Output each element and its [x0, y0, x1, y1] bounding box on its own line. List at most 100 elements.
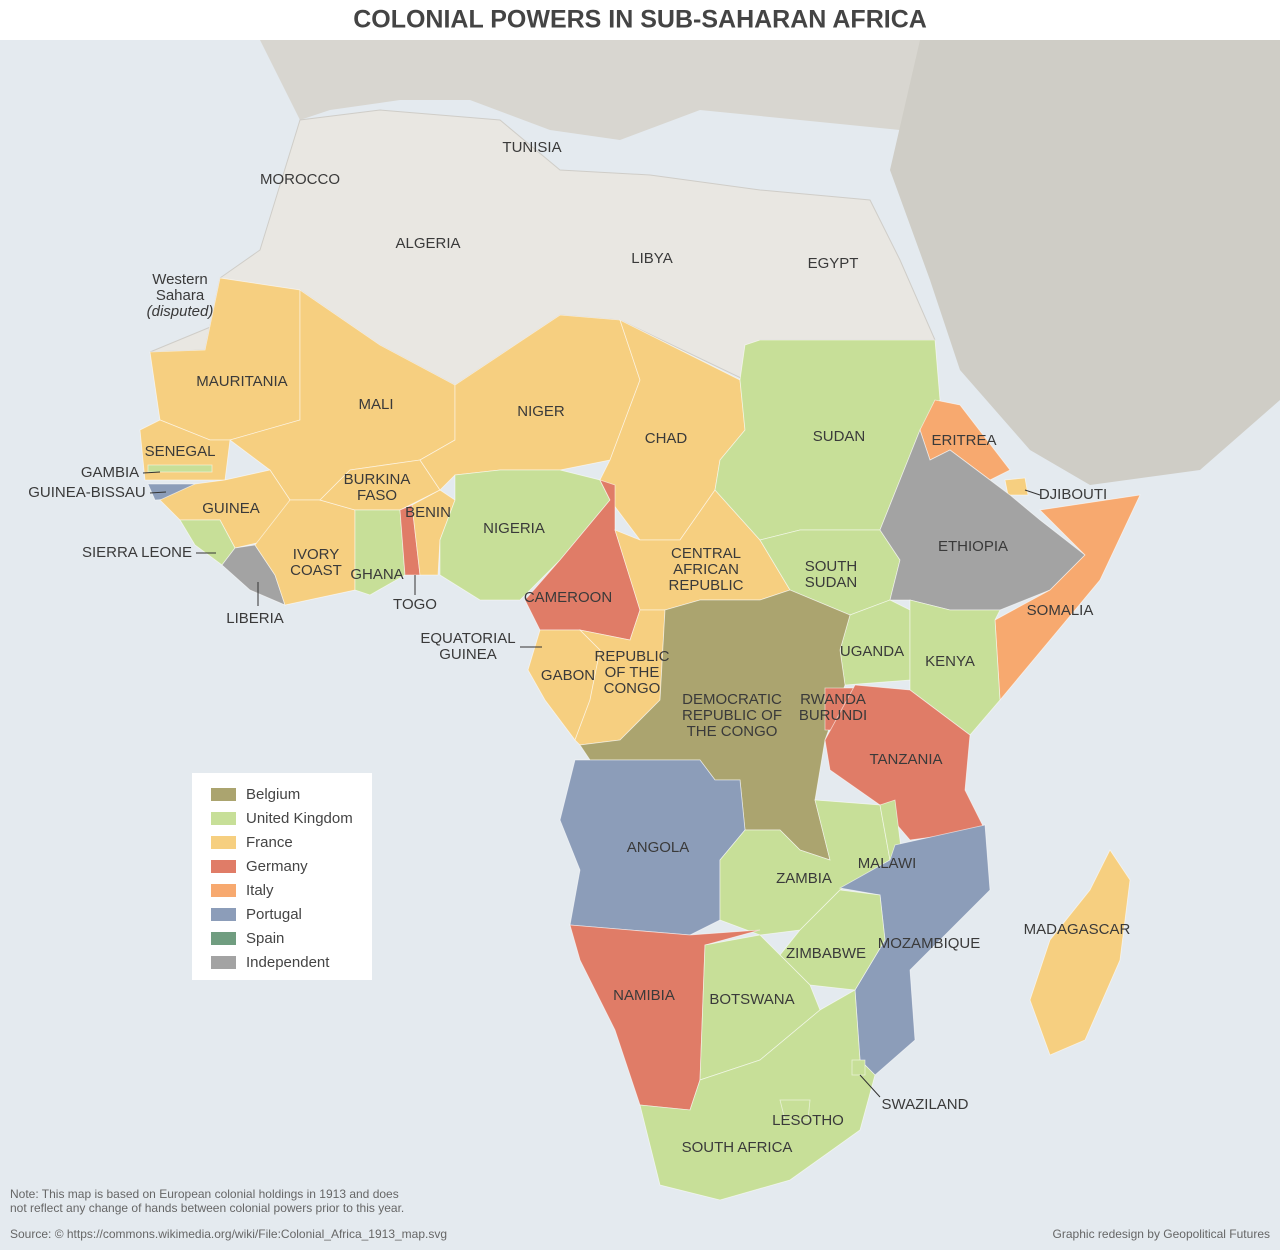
title-band — [0, 0, 1280, 40]
title: COLONIAL POWERS IN SUB-SAHARAN AFRICA — [353, 6, 927, 34]
credit: Graphic redesign by Geopolitical Futures — [1053, 1227, 1270, 1241]
leader-line — [859, 1074, 881, 1098]
source: Source: © https://commons.wikimedia.org/… — [10, 1227, 447, 1241]
country-label: SWAZILAND — [882, 1096, 969, 1113]
leader-line — [1024, 489, 1041, 496]
country-label: SOUTH AFRICA — [682, 1139, 793, 1156]
country-label: TOGO — [393, 596, 437, 613]
country-label: MALI — [358, 396, 393, 413]
country-label: GUINEA-BISSAU — [28, 484, 146, 501]
country-label: GUINEA — [202, 500, 260, 517]
country-label: SUDAN — [813, 428, 866, 445]
country-label: ANGOLA — [627, 839, 690, 856]
country-area — [147, 464, 213, 473]
country-label: EGYPT — [808, 255, 859, 272]
country-label: MAURITANIA — [196, 373, 287, 390]
legend-swatch — [211, 884, 236, 897]
country-label: GABON — [541, 667, 595, 684]
country-label: TANZANIA — [869, 751, 942, 768]
country-label: GUINEA — [439, 646, 497, 663]
country-label: Western — [152, 271, 208, 288]
legend-label: France — [246, 834, 293, 851]
legend-label: Independent — [246, 954, 330, 971]
country-label: ETHIOPIA — [938, 538, 1008, 555]
country-label: Sahara — [156, 287, 205, 304]
country-area — [879, 428, 1086, 611]
country-label: (disputed) — [147, 303, 214, 320]
legend-label: Italy — [246, 882, 274, 899]
legend-swatch — [211, 836, 236, 849]
country-label: EQUATORIAL — [420, 630, 515, 647]
legend-swatch — [211, 788, 236, 801]
legend-label: United Kingdom — [246, 810, 353, 827]
legend-swatch — [211, 812, 236, 825]
country-label: NAMIBIA — [613, 987, 675, 1004]
legend-label: Portugal — [246, 906, 302, 923]
country-label: UGANDA — [840, 643, 904, 660]
country-label: REPUBLIC OF — [682, 707, 782, 724]
country-area — [1029, 849, 1131, 1056]
country-area — [1004, 477, 1029, 496]
legend-label: Germany — [246, 858, 308, 875]
country-label: CAMEROON — [524, 589, 612, 606]
country-label: LESOTHO — [772, 1112, 844, 1129]
leader-line — [149, 491, 167, 494]
country-label: CENTRAL — [671, 545, 741, 562]
europe — [260, 40, 1000, 140]
country-label: GHANA — [350, 566, 403, 583]
legend-swatch — [211, 956, 236, 969]
country-label: SOMALIA — [1027, 602, 1094, 619]
country-label: FASO — [357, 487, 397, 504]
legend-swatch — [211, 860, 236, 873]
country-label: ZAMBIA — [776, 870, 832, 887]
country-area — [909, 599, 1001, 736]
country-label: GAMBIA — [81, 464, 139, 481]
country-label: MALAWI — [858, 855, 917, 872]
legend-label: Spain — [246, 930, 284, 947]
country-area — [354, 509, 406, 596]
country-label: ERITREA — [931, 432, 996, 449]
country-label: NIGERIA — [483, 520, 545, 537]
country-label: REPUBLIC — [594, 648, 669, 665]
country-area — [851, 1059, 866, 1076]
legend-swatch — [211, 932, 236, 945]
country-label: NIGER — [517, 403, 565, 420]
country-label: IVORY — [293, 546, 339, 563]
country-label: BOTSWANA — [709, 991, 794, 1008]
country-label: SUDAN — [805, 574, 858, 591]
country-area — [779, 1099, 811, 1121]
country-label: OF THE — [605, 664, 660, 681]
country-label: TUNISIA — [502, 139, 561, 156]
country-label: ALGERIA — [395, 235, 460, 252]
country-label: AFRICAN — [673, 561, 739, 578]
country-label: COAST — [290, 562, 342, 579]
country-label: KENYA — [925, 653, 975, 670]
country-label: CHAD — [645, 430, 688, 447]
country-label: RWANDA — [800, 691, 866, 708]
country-label: SOUTH — [805, 558, 858, 575]
leader-line — [142, 471, 161, 474]
country-label: REPUBLIC — [668, 577, 743, 594]
legend-label: Belgium — [246, 786, 300, 803]
country-label: MOROCCO — [260, 171, 340, 188]
country-label: DEMOCRATIC — [682, 691, 782, 708]
legend-box — [192, 773, 372, 980]
country-label: LIBERIA — [226, 610, 284, 627]
country-area — [439, 469, 611, 601]
arabia — [890, 40, 1280, 485]
note-line: not reflect any change of hands between … — [10, 1201, 404, 1215]
country-label: MOZAMBIQUE — [878, 935, 981, 952]
country-label: THE CONGO — [687, 723, 778, 740]
legend-swatch — [211, 908, 236, 921]
country-label: MADAGASCAR — [1024, 921, 1131, 938]
note-line: Note: This map is based on European colo… — [10, 1187, 399, 1201]
country-label: BURKINA — [344, 471, 411, 488]
country-label: CONGO — [604, 680, 661, 697]
country-label: ZIMBABWE — [786, 945, 866, 962]
country-label: BENIN — [405, 504, 451, 521]
country-label: LIBYA — [631, 250, 672, 267]
country-label: DJIBOUTI — [1039, 486, 1107, 503]
country-label: SIERRA LEONE — [82, 544, 192, 561]
country-label: BURUNDI — [799, 707, 867, 724]
